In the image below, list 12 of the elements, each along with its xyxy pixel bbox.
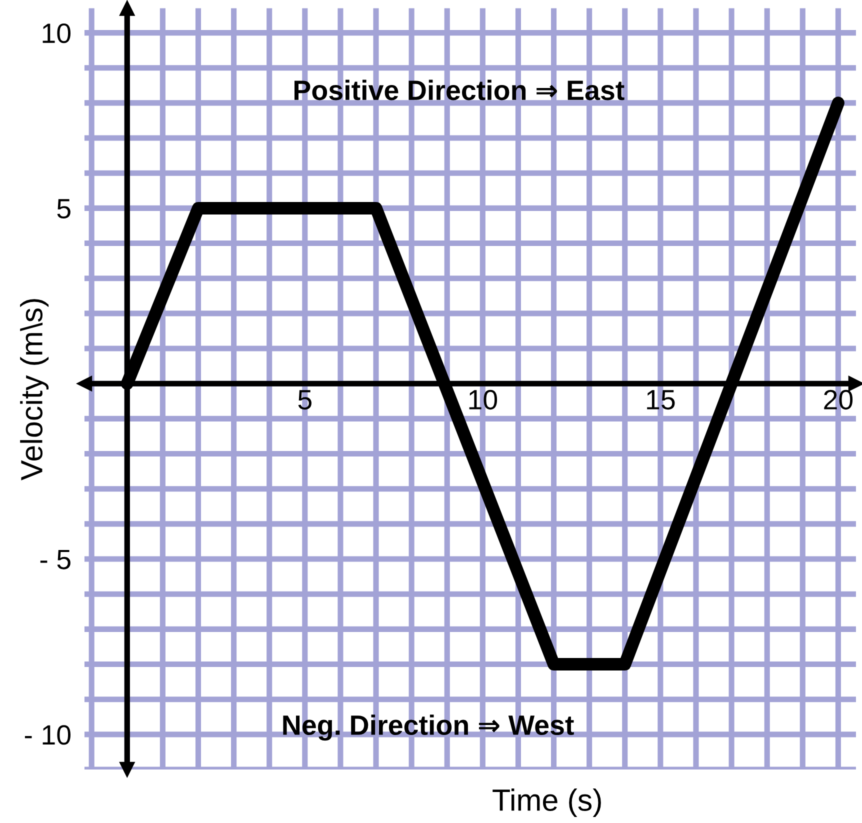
x-tick-label: 5 — [298, 390, 312, 410]
y-tick-label: - 5 — [40, 550, 70, 570]
y-tick-label: 5 — [57, 199, 70, 219]
x-axis-title: Time (s) — [492, 788, 601, 818]
x-tick-label: 10 — [469, 390, 498, 410]
y-tick-label: - 10 — [24, 725, 70, 745]
x-tick-label: 20 — [824, 390, 853, 410]
annotation: Neg. Direction ⇒ West — [283, 714, 574, 741]
y-axis-title: Velocity (m\s) — [20, 299, 49, 480]
y-tick-label: 10 — [42, 23, 70, 44]
annotation: Positive Direction ⇒ East — [294, 80, 624, 100]
x-tick-label: 15 — [647, 390, 675, 410]
